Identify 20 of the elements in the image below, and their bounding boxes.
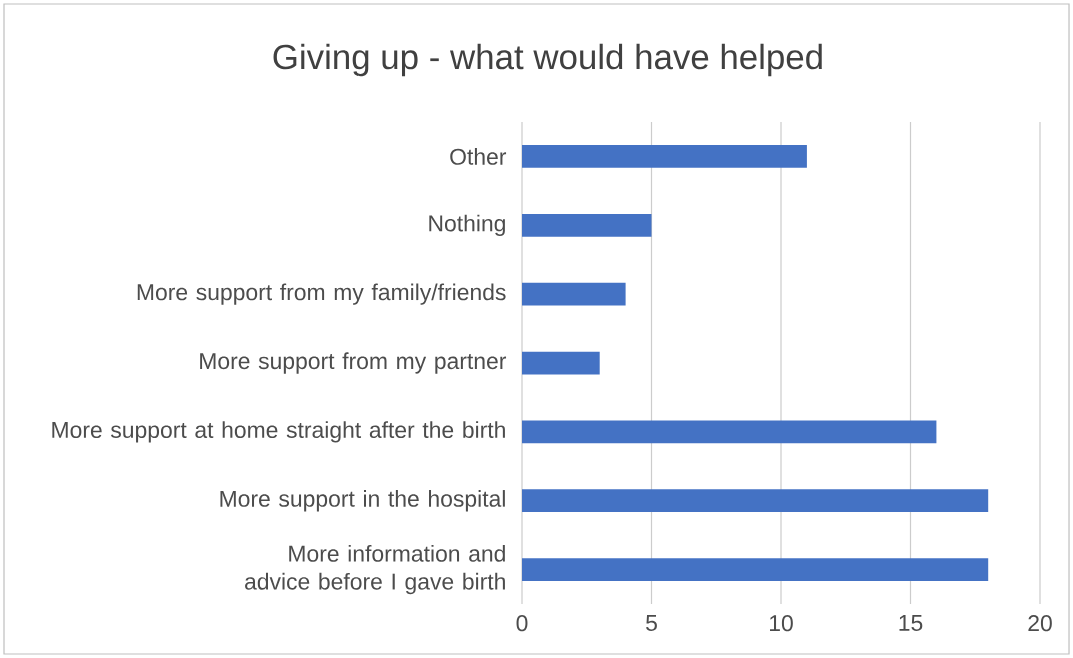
y-tick-label: More support from my family/friends: [137, 283, 506, 305]
x-tick-label: 10: [770, 615, 793, 632]
bar: [522, 282, 626, 306]
bar: [522, 420, 937, 444]
x-tick-label: 0: [516, 615, 528, 632]
y-tick-label: More information and advice before I gave birth: [245, 544, 505, 595]
y-tick-label: Other: [450, 148, 507, 165]
bar: [522, 351, 600, 375]
y-tick-label: More support from my partner: [200, 352, 507, 374]
chart-title: Giving up - what would have helped: [273, 43, 822, 77]
y-tick-label: More support at home straight after the birth: [52, 421, 505, 443]
y-tick-label: More support in the hospital: [220, 490, 505, 512]
y-tick-label: Nothing: [429, 214, 505, 236]
bar: [522, 213, 652, 237]
bar: [522, 145, 807, 168]
x-tick-label: 5: [646, 615, 657, 632]
x-tick-label: 15: [899, 615, 923, 632]
x-tick-label: 20: [1028, 615, 1052, 632]
bar: [522, 558, 989, 581]
bar: [522, 489, 989, 513]
